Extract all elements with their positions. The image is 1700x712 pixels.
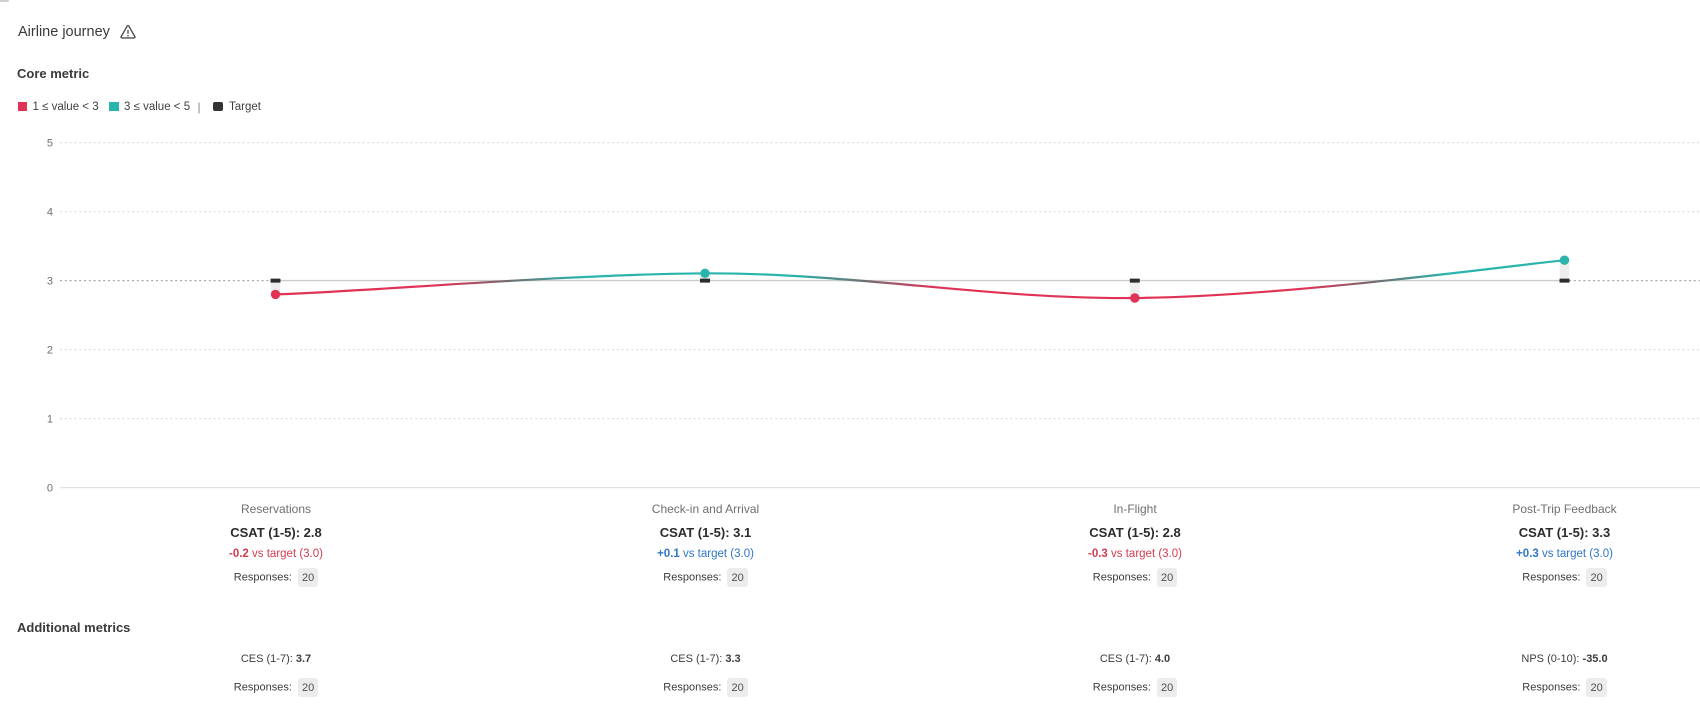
svg-text:5: 5: [47, 138, 53, 150]
svg-text:1: 1: [47, 414, 53, 426]
svg-text:0: 0: [47, 483, 53, 495]
svg-text:4: 4: [47, 207, 53, 219]
svg-text:3: 3: [47, 276, 53, 288]
svg-text:2: 2: [47, 345, 53, 357]
